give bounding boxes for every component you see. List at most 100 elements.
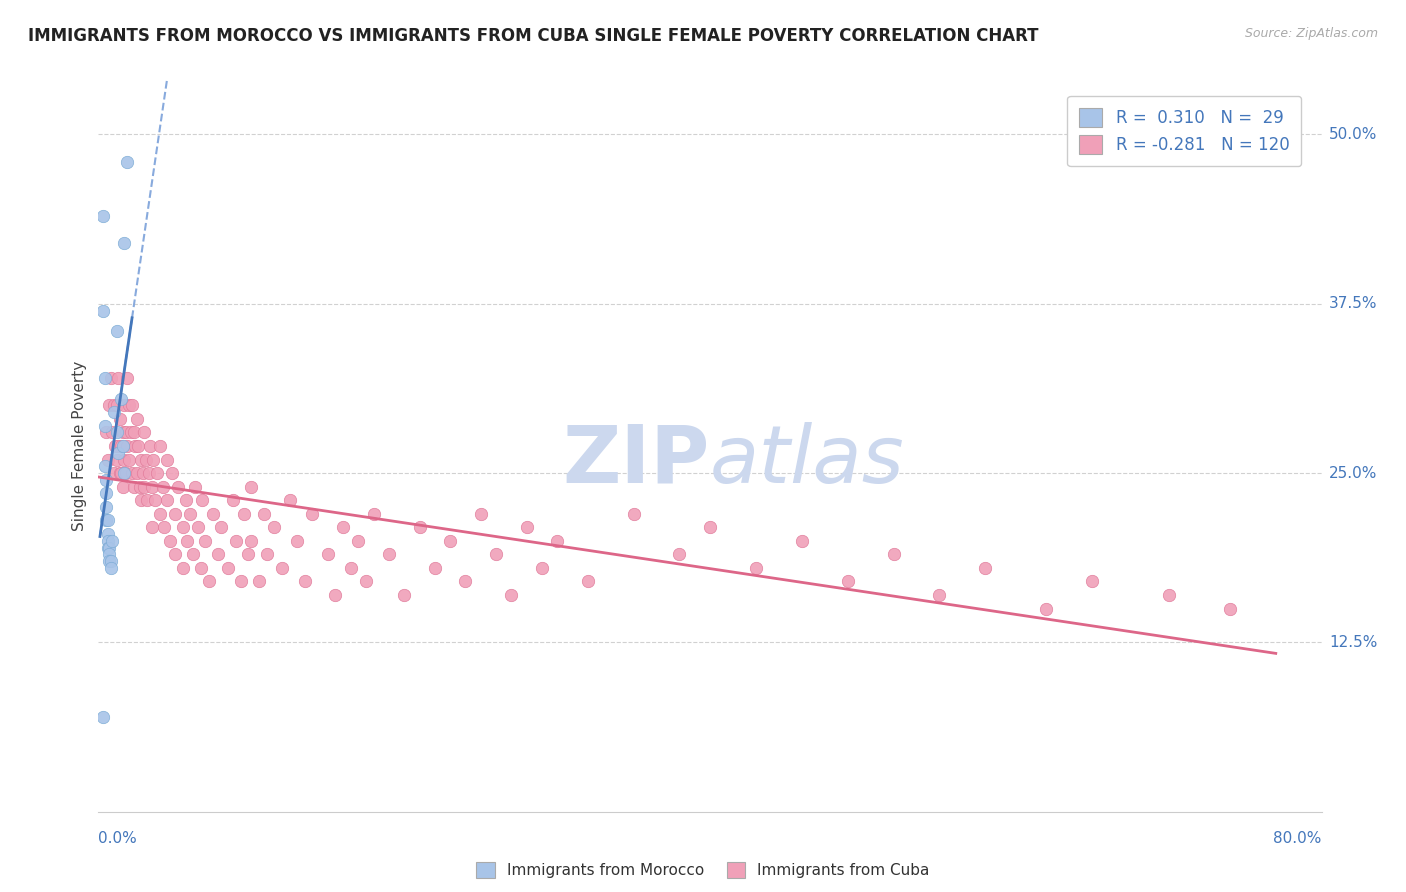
Text: atlas: atlas [710, 422, 905, 500]
Point [152, 480, 174, 494]
Point [378, 547, 401, 561]
Point [103, 405, 125, 419]
Text: Source: ZipAtlas.com: Source: ZipAtlas.com [1244, 27, 1378, 40]
Point [100, 371, 122, 385]
Point [408, 520, 430, 534]
Point [128, 480, 150, 494]
Point [97, 533, 120, 548]
Point [98, 554, 121, 568]
Point [121, 398, 143, 412]
Point [129, 493, 152, 508]
Point [138, 466, 160, 480]
Point [232, 507, 254, 521]
Point [134, 480, 156, 494]
Point [1081, 574, 1104, 589]
Point [191, 493, 214, 508]
Point [1219, 601, 1241, 615]
Point [928, 588, 950, 602]
Text: 12.5%: 12.5% [1329, 635, 1378, 650]
Point [354, 574, 377, 589]
Point [501, 588, 523, 602]
Point [94, 500, 117, 514]
Point [153, 520, 176, 534]
Text: 37.5%: 37.5% [1329, 296, 1378, 311]
Point [190, 561, 212, 575]
Point [332, 520, 354, 534]
Point [163, 547, 186, 561]
Point [139, 439, 162, 453]
Point [105, 452, 128, 467]
Point [104, 439, 127, 453]
Point [256, 547, 278, 561]
Point [124, 439, 146, 453]
Point [316, 547, 339, 561]
Point [194, 533, 217, 548]
Point [240, 480, 263, 494]
Point [101, 533, 124, 548]
Point [187, 520, 209, 534]
Point [129, 452, 152, 467]
Point [485, 547, 508, 561]
Point [117, 371, 139, 385]
Point [699, 520, 721, 534]
Point [112, 398, 135, 412]
Text: ZIP: ZIP [562, 422, 710, 500]
Point [100, 561, 122, 575]
Point [120, 425, 142, 440]
Point [136, 493, 159, 508]
Point [883, 547, 905, 561]
Point [134, 425, 156, 440]
Point [156, 493, 179, 508]
Point [107, 439, 129, 453]
Point [135, 452, 157, 467]
Point [112, 466, 135, 480]
Point [240, 533, 263, 548]
Point [111, 425, 134, 440]
Point [122, 480, 145, 494]
Point [125, 466, 148, 480]
Text: 0.0%: 0.0% [98, 831, 138, 846]
Point [91, 209, 114, 223]
Point [111, 439, 134, 453]
Point [454, 574, 477, 589]
Point [229, 574, 252, 589]
Point [97, 541, 120, 555]
Point [347, 533, 370, 548]
Point [115, 466, 138, 480]
Point [217, 561, 239, 575]
Point [252, 507, 274, 521]
Point [546, 533, 568, 548]
Point [107, 446, 129, 460]
Point [141, 480, 163, 494]
Legend: R =  0.310   N =  29, R = -0.281   N = 120: R = 0.310 N = 29, R = -0.281 N = 120 [1067, 96, 1301, 166]
Point [100, 554, 122, 568]
Point [179, 507, 201, 521]
Point [278, 493, 301, 508]
Point [285, 533, 308, 548]
Point [98, 541, 121, 555]
Point [103, 466, 125, 480]
Point [392, 588, 416, 602]
Text: 80.0%: 80.0% [1274, 831, 1322, 846]
Point [117, 154, 139, 169]
Point [105, 425, 128, 440]
Point [470, 507, 492, 521]
Point [121, 466, 143, 480]
Point [576, 574, 599, 589]
Point [184, 480, 207, 494]
Point [127, 439, 149, 453]
Point [174, 493, 197, 508]
Point [172, 520, 194, 534]
Point [439, 533, 461, 548]
Y-axis label: Single Female Poverty: Single Female Poverty [72, 361, 87, 531]
Point [118, 398, 141, 412]
Point [105, 398, 128, 412]
Point [110, 466, 132, 480]
Point [530, 561, 553, 575]
Point [790, 533, 813, 548]
Point [516, 520, 538, 534]
Point [112, 452, 135, 467]
Point [1035, 601, 1057, 615]
Point [339, 561, 361, 575]
Point [132, 466, 155, 480]
